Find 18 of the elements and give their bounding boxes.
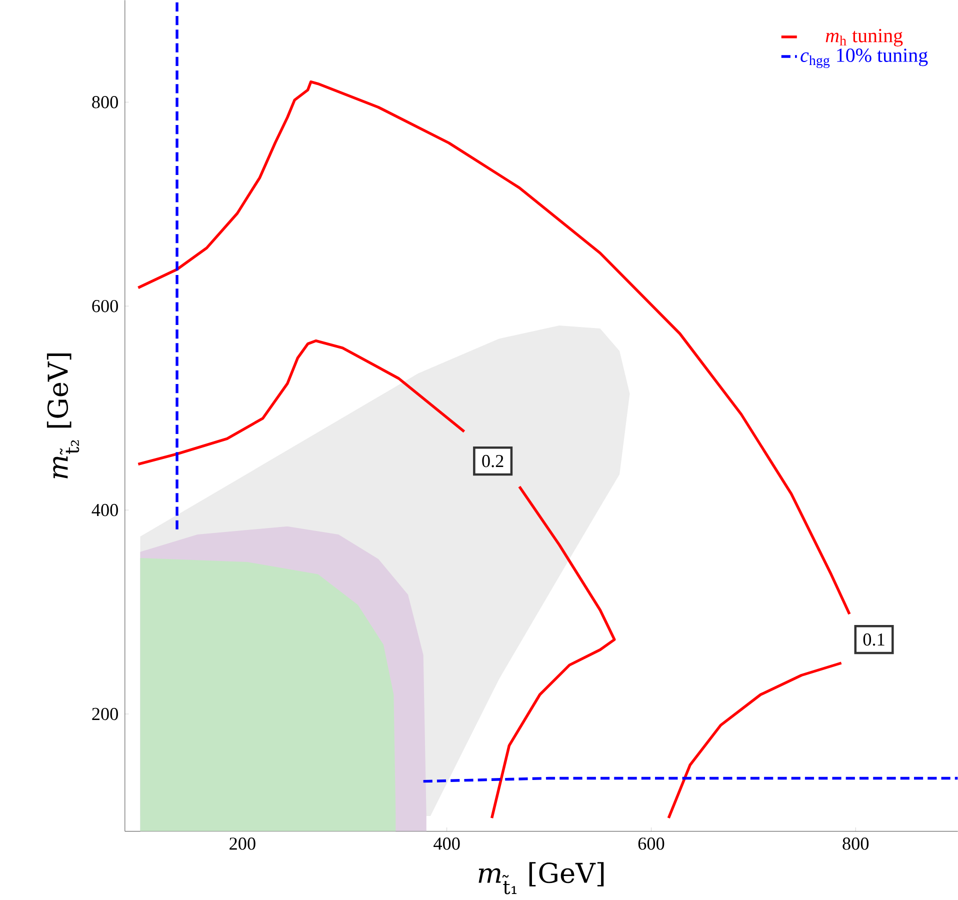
- legend-label: m$_{h}$ tuning: [826, 28, 903, 46]
- x-tick-label: 600: [638, 837, 664, 850]
- y-tick-label: 200: [92, 708, 118, 720]
- x-tick-label: 400: [434, 837, 460, 850]
- y-tick-label: 400: [92, 504, 118, 516]
- x-axis-title: m$_{t̃₁}$ [GeV]: [478, 862, 604, 894]
- line-series: [136, 80, 851, 616]
- x-tick-label: 200: [230, 837, 256, 850]
- legend-label: c$_{hgg}$ 10% tuning: [800, 48, 928, 68]
- y-tick-label: 800: [92, 96, 118, 108]
- line-series: [667, 662, 843, 820]
- line-series: [136, 339, 466, 466]
- line-series: [490, 485, 616, 820]
- y-axis-title: m$_{t̃₂}$ [GeV]: [46, 353, 80, 478]
- annotation: 0.1: [863, 633, 884, 646]
- x-tick-label: 800: [842, 837, 869, 850]
- y-tick-label: 600: [92, 300, 118, 312]
- annotation: 0.2: [482, 454, 504, 468]
